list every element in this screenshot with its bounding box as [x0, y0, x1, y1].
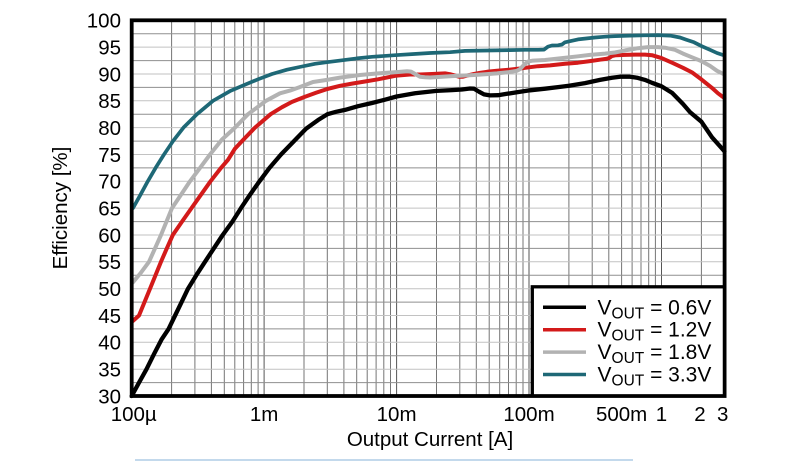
svg-text:500m: 500m — [596, 403, 647, 426]
svg-text:100m: 100m — [503, 403, 554, 426]
svg-text:75: 75 — [98, 144, 121, 167]
svg-text:65: 65 — [98, 197, 121, 220]
svg-text:40: 40 — [98, 332, 121, 355]
svg-text:VOUT = 1.8V: VOUT = 1.8V — [598, 341, 712, 367]
svg-text:60: 60 — [98, 224, 121, 247]
svg-text:1: 1 — [656, 403, 667, 426]
svg-text:95: 95 — [98, 36, 121, 59]
svg-text:10m: 10m — [377, 403, 417, 426]
svg-text:1m: 1m — [250, 403, 278, 426]
svg-text:55: 55 — [98, 251, 121, 274]
svg-text:2: 2 — [694, 403, 705, 426]
svg-text:80: 80 — [98, 117, 121, 140]
svg-text:30: 30 — [98, 385, 121, 408]
svg-text:85: 85 — [98, 90, 121, 113]
svg-text:90: 90 — [98, 63, 121, 86]
svg-text:100µ: 100µ — [111, 403, 157, 426]
svg-text:3: 3 — [717, 403, 728, 426]
svg-text:70: 70 — [98, 171, 121, 194]
svg-text:Output Current [A]: Output Current [A] — [347, 428, 513, 451]
svg-text:100: 100 — [87, 10, 121, 33]
svg-text:35: 35 — [98, 359, 121, 382]
svg-text:Efficiency [%]: Efficiency [%] — [49, 147, 72, 270]
svg-text:50: 50 — [98, 278, 121, 301]
svg-text:45: 45 — [98, 305, 121, 328]
